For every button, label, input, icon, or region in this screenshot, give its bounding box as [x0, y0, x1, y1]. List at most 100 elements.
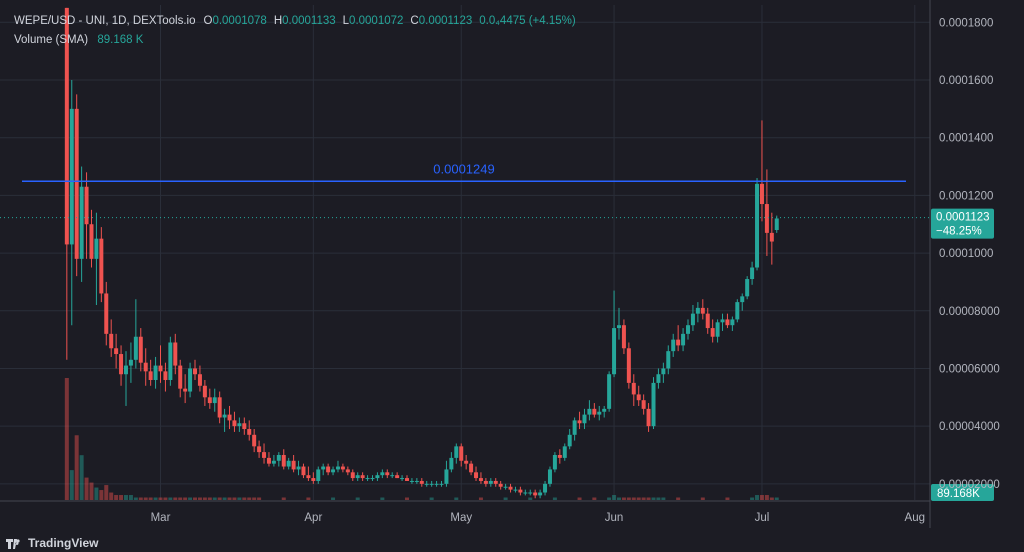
- candle-body: [587, 408, 592, 415]
- candle: [281, 449, 286, 470]
- tradingview-footer[interactable]: TradingView: [6, 536, 98, 550]
- change-value: 0.0₄4475 (+4.15%): [479, 15, 576, 27]
- candle: [449, 452, 454, 473]
- y-tick-label: 0.0001600: [939, 75, 993, 87]
- candle-body: [523, 492, 528, 494]
- candle: [84, 172, 89, 259]
- candle: [193, 359, 198, 380]
- candle: [212, 388, 217, 412]
- candle: [242, 417, 247, 435]
- candle-body: [528, 492, 533, 494]
- candle: [296, 460, 301, 476]
- candle: [513, 486, 518, 493]
- candle: [257, 440, 262, 458]
- candle-body: [89, 224, 94, 259]
- candle: [661, 362, 666, 383]
- candle: [207, 388, 212, 409]
- volume-bar: [212, 497, 217, 500]
- volume-legend[interactable]: Volume (SMA) 89.168 K: [14, 34, 143, 46]
- volume-bar: [173, 497, 178, 500]
- volume-bar: [242, 497, 247, 500]
- candle: [528, 489, 533, 496]
- volume-bar: [79, 455, 84, 500]
- candle-body: [498, 483, 503, 487]
- volume-bar: [607, 497, 612, 500]
- candle-body: [626, 348, 631, 383]
- candle-body: [128, 359, 133, 366]
- candle: [291, 455, 296, 473]
- volume-bar: [700, 497, 705, 500]
- symbol-label[interactable]: WEPE/USD - UNI, 1D, DEXTools.io: [14, 15, 196, 27]
- y-tick-label: 0.0001400: [939, 133, 993, 145]
- candle-body: [646, 408, 651, 427]
- candle: [326, 463, 331, 476]
- candle-body: [469, 463, 474, 473]
- candle: [582, 408, 587, 430]
- volume-bar: [750, 497, 755, 500]
- candle-body: [508, 486, 513, 490]
- candle-body: [316, 469, 321, 481]
- candle: [612, 290, 617, 378]
- candle-body: [582, 414, 587, 424]
- volume-bar: [405, 497, 409, 500]
- candle-body: [380, 472, 385, 476]
- candle-body: [651, 382, 656, 427]
- volume-bar: [153, 497, 158, 500]
- volume-bar: [331, 497, 336, 500]
- candle: [439, 480, 444, 487]
- candle: [552, 452, 557, 473]
- candle: [237, 417, 242, 432]
- candle: [444, 460, 449, 487]
- candle-body: [735, 302, 740, 320]
- candle-body: [143, 362, 148, 372]
- volume-bar: [69, 470, 74, 500]
- candle-body: [503, 486, 508, 488]
- candle: [755, 178, 760, 271]
- volume-bar: [631, 497, 636, 500]
- volume-bar: [84, 477, 89, 500]
- candle: [188, 362, 193, 398]
- candle-body: [123, 365, 128, 375]
- candle: [705, 307, 710, 334]
- x-tick-label: Apr: [304, 512, 322, 524]
- candle-body: [247, 429, 252, 435]
- candle: [740, 293, 745, 311]
- candle: [395, 472, 400, 479]
- candle: [597, 405, 602, 421]
- candle: [666, 345, 671, 375]
- candle-body: [641, 400, 646, 409]
- candle: [676, 325, 681, 352]
- candle: [119, 345, 124, 386]
- candle-body: [602, 408, 607, 412]
- candle: [380, 469, 385, 479]
- candle: [355, 472, 360, 481]
- volume-bar: [725, 497, 730, 500]
- candle: [567, 429, 572, 450]
- volume-bar: [257, 497, 262, 500]
- candle-body: [681, 333, 686, 346]
- candle: [547, 466, 552, 487]
- candle: [232, 411, 237, 432]
- volume-bar: [178, 497, 183, 500]
- candle-body: [69, 108, 74, 245]
- candle-body: [419, 480, 424, 484]
- candle: [533, 489, 538, 499]
- candle: [543, 480, 548, 496]
- candle: [370, 475, 375, 481]
- last-price-label: 0.0001123: [936, 212, 990, 224]
- x-tick-label: Aug: [905, 512, 925, 524]
- volume-bar: [188, 497, 193, 500]
- candle-body: [217, 397, 222, 418]
- candle-body: [262, 452, 267, 458]
- candle: [764, 169, 769, 256]
- candle: [306, 466, 311, 481]
- volume-bar: [94, 487, 99, 500]
- volume-bar: [528, 497, 533, 500]
- candle: [572, 417, 577, 441]
- volume-bar: [89, 482, 94, 500]
- candle: [286, 457, 291, 470]
- candle-body: [345, 469, 350, 473]
- candle: [365, 475, 370, 481]
- candle-body: [276, 455, 281, 461]
